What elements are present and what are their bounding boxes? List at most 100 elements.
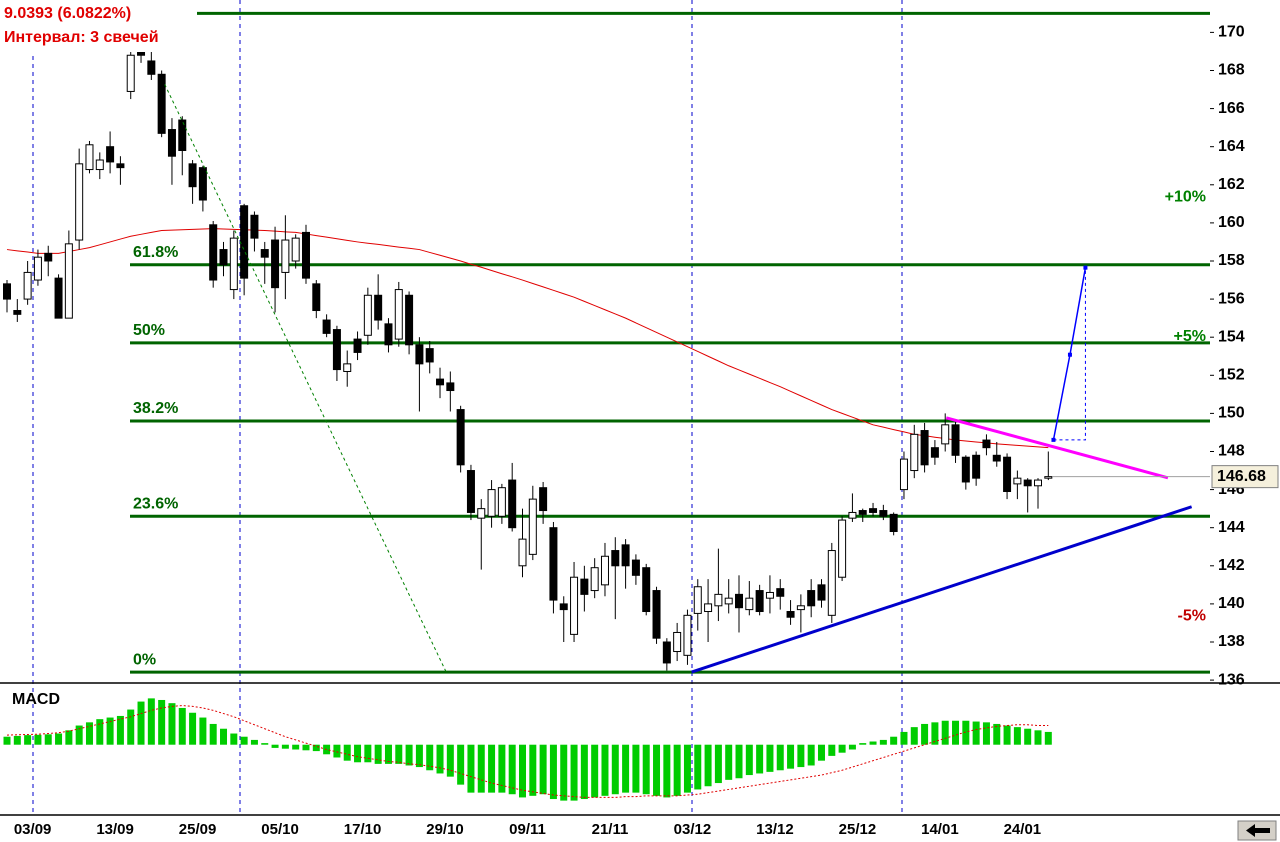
macd-bar <box>900 731 908 745</box>
macd-bar <box>570 744 578 801</box>
trend-point <box>1051 437 1056 442</box>
macd-bar <box>343 744 351 761</box>
info-interval: Интервал: 3 свечей <box>4 29 159 46</box>
scroll-arrow[interactable] <box>1246 824 1270 837</box>
info-change: 9.0393 (6.0822%) <box>4 5 131 22</box>
y-tick-label: 166 <box>1218 100 1245 117</box>
level-label: 50% <box>133 322 165 339</box>
macd-bar <box>725 744 733 780</box>
macd-bar <box>158 699 166 745</box>
macd-bar <box>261 743 269 745</box>
macd-bar <box>240 736 248 745</box>
x-tick-label: 24/01 <box>1004 821 1042 838</box>
candle-body <box>755 590 764 613</box>
macd-bar <box>642 744 650 795</box>
candle-body <box>167 129 176 157</box>
macd-bar <box>921 723 929 745</box>
macd-bar <box>405 744 413 766</box>
macd-bar <box>653 744 661 796</box>
macd-bar <box>281 744 289 749</box>
macd-bar <box>209 723 217 745</box>
candle-body <box>930 447 939 458</box>
candle-body <box>714 593 723 607</box>
macd-bar <box>622 744 630 793</box>
candle-body <box>1013 477 1022 485</box>
y-tick-label: 154 <box>1218 328 1245 345</box>
candle-body <box>879 510 888 517</box>
candle-body <box>961 456 970 483</box>
x-tick-label: 03/12 <box>674 821 712 838</box>
candle-body <box>1034 479 1042 487</box>
level-label: 23.6% <box>133 495 178 512</box>
candle-body <box>869 508 878 513</box>
macd-bar <box>910 727 918 745</box>
candle-body <box>446 382 455 392</box>
candle-body <box>807 590 816 607</box>
candle-body <box>951 424 960 456</box>
candle-body <box>910 433 919 472</box>
x-tick-label: 25/09 <box>179 821 217 838</box>
candle-body <box>982 439 991 449</box>
y-tick-label: 156 <box>1218 290 1245 307</box>
macd-bar <box>477 744 485 793</box>
macd-bar <box>189 712 197 745</box>
candle-body <box>611 550 620 567</box>
macd-bar <box>55 733 63 745</box>
macd-bar <box>292 744 300 750</box>
candle-body <box>683 614 692 656</box>
macd-bar <box>776 744 784 771</box>
macd-bar <box>312 744 320 752</box>
level-label: 38.2% <box>133 400 178 417</box>
macd-bar <box>1044 731 1052 745</box>
macd-bar <box>673 744 681 796</box>
candle-body <box>456 409 465 466</box>
macd-bar <box>745 744 753 776</box>
macd-bar <box>993 723 1001 745</box>
candle-body <box>384 323 393 346</box>
candle-body <box>436 378 445 386</box>
macd-bar <box>807 744 815 766</box>
candle-body <box>920 430 929 466</box>
candle-body <box>188 163 197 188</box>
x-tick-label: 21/11 <box>592 821 629 838</box>
candle-body <box>693 586 702 614</box>
candle-body <box>13 310 22 315</box>
candle-body <box>363 294 372 336</box>
macd-bar <box>199 717 207 745</box>
macd-bar <box>890 736 898 745</box>
y-tick-label: 160 <box>1218 214 1245 231</box>
y-tick-label: 150 <box>1218 405 1245 422</box>
candle-body <box>899 458 908 491</box>
y-tick-label: 148 <box>1218 443 1245 460</box>
level-label: 0% <box>133 651 156 668</box>
macd-bar <box>24 735 32 745</box>
candle-body <box>838 519 847 578</box>
y-tick-label: 164 <box>1218 138 1245 155</box>
candle-body <box>972 454 981 479</box>
x-tick-label: 03/09 <box>14 821 52 838</box>
macd-bar <box>374 744 382 764</box>
macd-bar <box>302 744 310 751</box>
macd-bar <box>941 720 949 745</box>
macd-bar <box>879 739 887 745</box>
macd-bar <box>44 734 52 745</box>
macd-bar <box>384 744 392 764</box>
macd-bar <box>147 698 155 745</box>
macd-bar <box>137 701 145 745</box>
x-tick-label: 13/12 <box>756 821 794 838</box>
candle-body <box>570 576 579 635</box>
macd-bar <box>457 744 465 785</box>
macd-bar <box>65 730 73 745</box>
macd-bar <box>395 744 403 764</box>
macd-bar <box>663 744 671 798</box>
candle-body <box>673 631 682 653</box>
macd-signal <box>6 705 1049 798</box>
y-tick-label: 144 <box>1218 519 1245 536</box>
candle-body <box>827 550 836 616</box>
macd-bar <box>828 744 836 756</box>
scroll-button[interactable] <box>1237 820 1277 841</box>
macd-bar <box>436 744 444 774</box>
macd-bar <box>580 744 588 800</box>
